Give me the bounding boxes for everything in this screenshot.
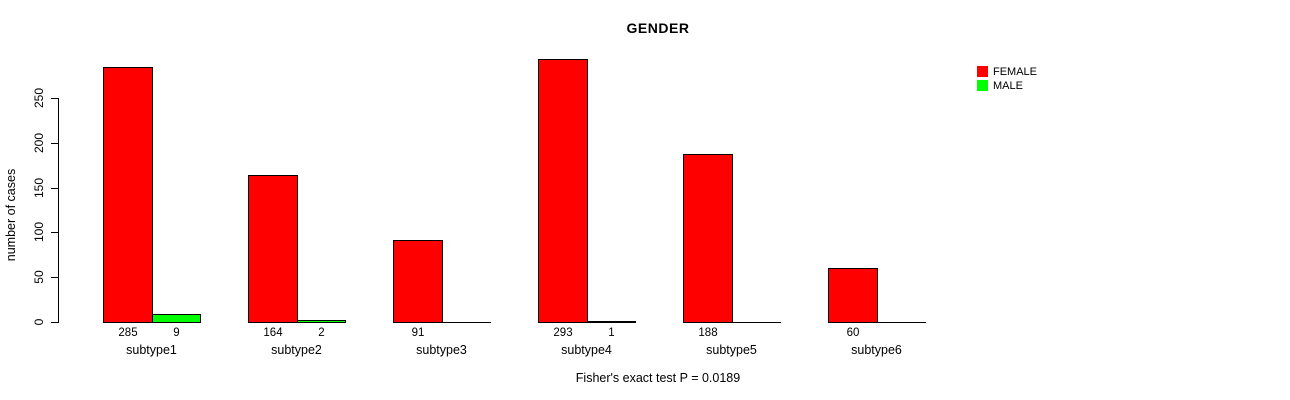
legend-label-female: FEMALE (993, 65, 1038, 78)
x-category-label-subtype4: subtype4 (561, 343, 612, 357)
bar-value-label: 285 (118, 327, 138, 339)
y-tick (51, 232, 58, 233)
bar-female-subtype4 (538, 59, 588, 323)
y-tick (51, 143, 58, 144)
bar-female-subtype5 (683, 154, 733, 323)
bar-value-label: 293 (553, 327, 573, 339)
y-tick-label: 50 (32, 270, 46, 284)
x-category-label-subtype1: subtype1 (126, 343, 177, 357)
footnote-fishers-test: Fisher's exact test P = 0.0189 (575, 371, 741, 385)
y-axis-line (58, 98, 59, 323)
bar-value-label: 1 (608, 327, 615, 339)
y-tick-label: 0 (32, 318, 46, 326)
bar-male-subtype1 (152, 314, 201, 323)
y-tick-label: 150 (32, 177, 46, 199)
x-category-label-subtype2: subtype2 (271, 343, 322, 357)
bar-value-label: 188 (698, 327, 718, 339)
male-color-swatch (977, 80, 988, 91)
chart-title: GENDER (626, 20, 690, 36)
bar-value-label: 60 (846, 327, 860, 339)
y-tick (51, 188, 58, 189)
x-category-label-subtype3: subtype3 (416, 343, 467, 357)
y-tick (51, 277, 58, 278)
x-category-label-subtype5: subtype5 (706, 343, 757, 357)
bar-value-label: 2 (318, 327, 325, 339)
y-tick (51, 322, 58, 323)
y-axis-title: number of cases (4, 168, 18, 262)
bar-female-subtype6 (828, 268, 878, 323)
legend: FEMALE MALE (977, 65, 1037, 93)
y-tick-label: 200 (32, 132, 46, 154)
bar-female-subtype1 (103, 67, 153, 323)
bar-male-subtype4 (587, 321, 636, 323)
bar-male-subtype2 (297, 320, 346, 323)
bar-value-label: 164 (263, 327, 283, 339)
legend-item-female: FEMALE (977, 65, 1037, 78)
y-tick-label: 250 (32, 87, 46, 109)
legend-item-male: MALE (977, 79, 1037, 92)
bar-female-subtype2 (248, 175, 298, 323)
bar-value-label: 91 (411, 327, 425, 339)
bar-value-label: 9 (173, 327, 180, 339)
x-category-label-subtype6: subtype6 (851, 343, 902, 357)
bar-female-subtype3 (393, 240, 443, 323)
y-tick-label: 100 (32, 221, 46, 243)
y-tick (51, 98, 58, 99)
female-color-swatch (977, 66, 988, 77)
legend-label-male: MALE (993, 79, 1023, 92)
